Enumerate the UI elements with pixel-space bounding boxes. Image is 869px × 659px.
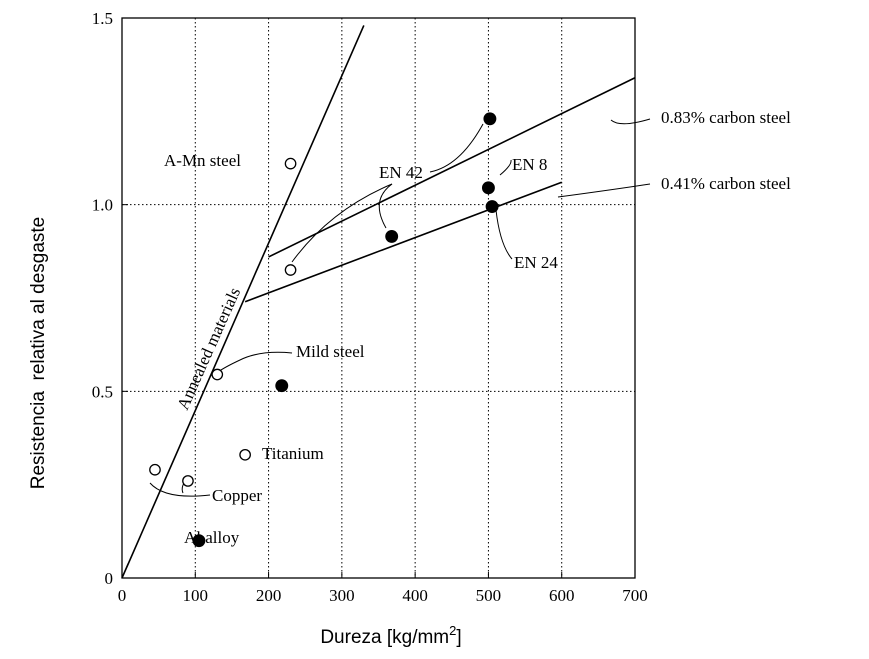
- en42-label: EN 42: [379, 163, 423, 182]
- carbon-083-label: 0.83% carbon steel: [661, 108, 791, 127]
- x-tick-label: 100: [183, 586, 209, 605]
- filled-data-point: [485, 200, 499, 213]
- filled-data-point: [385, 229, 399, 243]
- annotation-leader: [495, 209, 513, 260]
- trend-line-annealed: [121, 25, 365, 579]
- annotation-leader: [291, 183, 393, 263]
- copper-label: Copper: [212, 486, 262, 505]
- grid-lines: [122, 18, 635, 578]
- annotation-leader: [149, 482, 211, 497]
- trend-line-carbon-083: [268, 77, 636, 258]
- annotation-leaders: [149, 118, 651, 497]
- open-data-point: [284, 264, 297, 276]
- annotation-leader: [429, 123, 484, 173]
- x-tick-label: 0: [118, 586, 127, 605]
- open-data-point: [182, 475, 194, 487]
- titanium-label: Titanium: [262, 444, 324, 463]
- open-data-point: [149, 463, 161, 476]
- open-data-point: [284, 157, 297, 170]
- x-tick-label: 200: [256, 586, 282, 605]
- annotation-leader: [610, 118, 651, 125]
- data-points: [149, 112, 499, 548]
- y-axis-label: Resistencia relativa al desgaste: [28, 217, 49, 489]
- x-tick-label: 700: [622, 586, 648, 605]
- en8-label: EN 8: [512, 155, 547, 174]
- x-axis-label: Dureza [kg/mm2]: [320, 623, 461, 648]
- trend-line-carbon-041: [244, 181, 562, 303]
- x-tick-label: 600: [549, 586, 575, 605]
- filled-data-point: [483, 112, 497, 126]
- y-tick-label: 1.0: [92, 196, 113, 215]
- x-tick-label: 500: [476, 586, 502, 605]
- y-tick-label: 0.5: [92, 382, 113, 401]
- a-mn-steel-label: A-Mn steel: [164, 151, 241, 170]
- y-tick-label: 1.5: [92, 9, 113, 28]
- en24-label: EN 24: [514, 253, 558, 272]
- x-tick-label: 300: [329, 586, 355, 605]
- annotation-leader: [499, 159, 512, 176]
- annealed-materials-label: Annealed materials: [173, 285, 244, 413]
- al-alloy-label: Al alloy: [184, 528, 240, 547]
- plot-frame: [121, 17, 636, 579]
- carbon-041-label: 0.41% carbon steel: [661, 174, 791, 193]
- filled-data-point: [275, 379, 289, 393]
- open-data-point: [239, 448, 251, 461]
- annotation-leader: [217, 351, 293, 373]
- mild-steel-label: Mild steel: [296, 342, 365, 361]
- y-tick-label: 0: [105, 569, 114, 588]
- filled-data-point: [192, 534, 206, 548]
- annotation-leader: [378, 183, 393, 229]
- x-tick-label: 400: [402, 586, 428, 605]
- filled-data-point: [481, 181, 495, 195]
- trend-lines: [121, 25, 636, 579]
- open-data-point: [211, 368, 224, 381]
- axis-ticks: 0 100 200 300 400 500 600 700 0 0.5 1.0 1.5: [92, 9, 648, 605]
- annotation-leader: [557, 183, 651, 198]
